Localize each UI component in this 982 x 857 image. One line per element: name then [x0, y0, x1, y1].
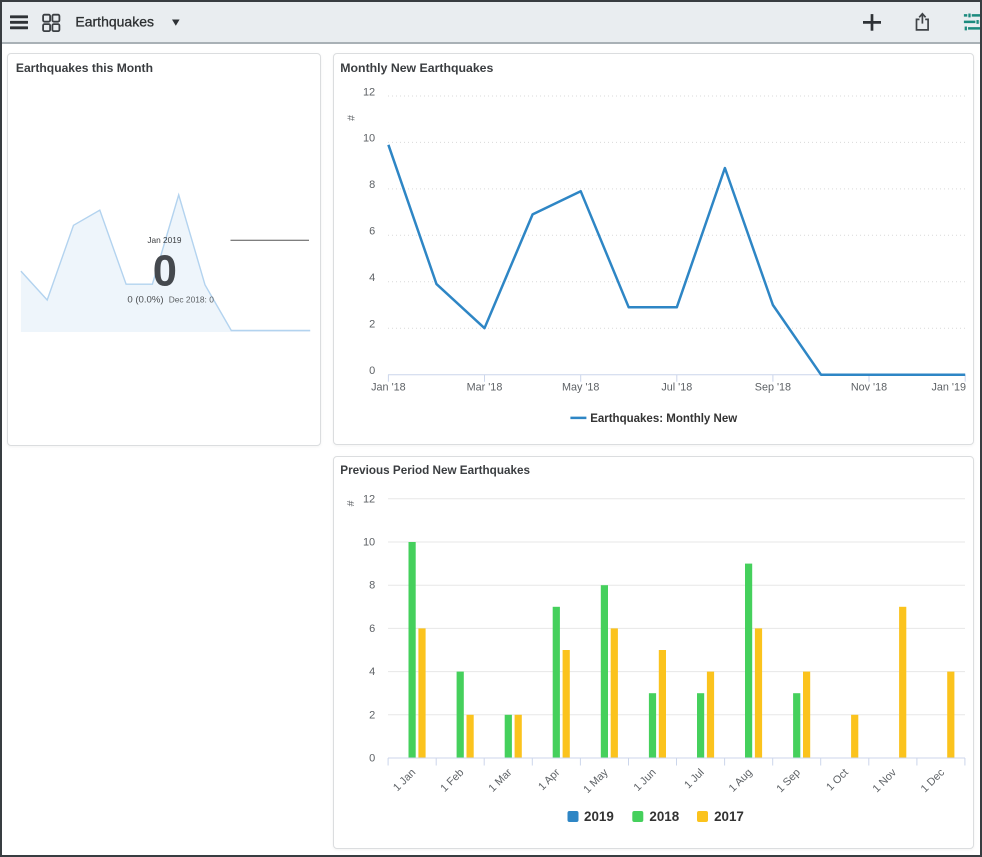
- svg-text:1 Dec: 1 Dec: [919, 766, 948, 795]
- svg-text:Nov '18: Nov '18: [851, 382, 887, 394]
- svg-text:8: 8: [369, 179, 375, 191]
- svg-text:Jan 2019: Jan 2019: [147, 235, 182, 245]
- svg-text:1 May: 1 May: [581, 766, 611, 796]
- svg-text:0: 0: [153, 247, 177, 295]
- svg-text:May '18: May '18: [562, 382, 599, 394]
- svg-text:Jul '18: Jul '18: [661, 382, 692, 394]
- svg-text:Earthquakes this Month: Earthquakes this Month: [16, 61, 153, 75]
- svg-text:1 Jul: 1 Jul: [682, 767, 707, 792]
- svg-text:1 Apr: 1 Apr: [536, 766, 563, 793]
- svg-text:2017: 2017: [714, 809, 744, 824]
- svg-text:1 Jan: 1 Jan: [391, 767, 418, 794]
- svg-text:1 Aug: 1 Aug: [727, 767, 755, 795]
- svg-text:6: 6: [369, 623, 375, 635]
- svg-text:1 Nov: 1 Nov: [870, 766, 899, 795]
- svg-text:12: 12: [363, 493, 375, 505]
- svg-text:Jan '18: Jan '18: [371, 382, 405, 394]
- svg-text:0 (0.0%): 0 (0.0%): [127, 295, 163, 306]
- svg-text:2019: 2019: [584, 809, 614, 824]
- svg-text:0: 0: [369, 753, 375, 765]
- svg-text:2018: 2018: [649, 809, 679, 824]
- svg-text:Earthquakes: Monthly New: Earthquakes: Monthly New: [590, 413, 737, 425]
- svg-text:Dec 2018: 0: Dec 2018: 0: [169, 295, 215, 305]
- svg-text:1 Feb: 1 Feb: [438, 767, 466, 795]
- svg-text:4: 4: [369, 666, 375, 678]
- svg-text:10: 10: [363, 133, 375, 145]
- svg-text:10: 10: [363, 537, 375, 549]
- svg-text:1 Oct: 1 Oct: [824, 767, 851, 794]
- svg-text:Sep '18: Sep '18: [755, 382, 791, 394]
- svg-text:1 Mar: 1 Mar: [486, 766, 514, 794]
- svg-text:Mar '18: Mar '18: [467, 382, 503, 394]
- svg-text:12: 12: [363, 86, 375, 98]
- svg-text:1 Jun: 1 Jun: [631, 767, 658, 794]
- svg-text:0: 0: [369, 365, 375, 377]
- svg-text:6: 6: [369, 226, 375, 238]
- svg-text:8: 8: [369, 580, 375, 592]
- svg-text:2: 2: [369, 319, 375, 331]
- svg-text:Jan '19: Jan '19: [932, 382, 966, 394]
- svg-text:Previous Period New Earthquake: Previous Period New Earthquakes: [340, 464, 530, 477]
- svg-text:#: #: [346, 115, 358, 121]
- svg-text:4: 4: [369, 272, 375, 284]
- svg-text:2: 2: [369, 709, 375, 721]
- svg-text:#: #: [345, 500, 357, 506]
- svg-text:Monthly New Earthquakes: Monthly New Earthquakes: [340, 61, 493, 75]
- svg-text:1 Sep: 1 Sep: [774, 767, 802, 795]
- svg-text:Earthquakes: Earthquakes: [75, 13, 154, 29]
